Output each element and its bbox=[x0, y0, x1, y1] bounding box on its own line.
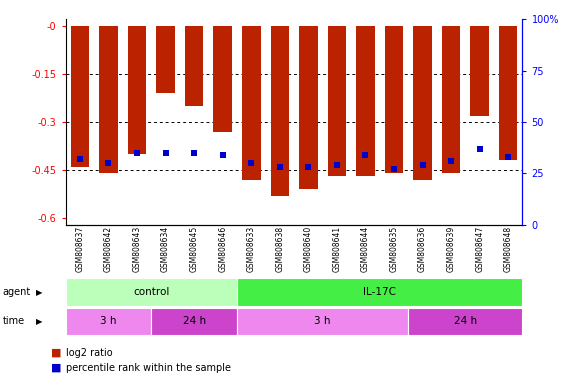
Text: ▶: ▶ bbox=[36, 288, 42, 297]
Bar bbox=[471, 26, 489, 116]
Text: ▶: ▶ bbox=[36, 317, 42, 326]
Point bbox=[75, 156, 85, 162]
Bar bbox=[356, 26, 375, 177]
Bar bbox=[128, 26, 146, 154]
Point bbox=[161, 150, 170, 156]
Text: log2 ratio: log2 ratio bbox=[66, 348, 112, 358]
Text: 3 h: 3 h bbox=[315, 316, 331, 326]
Point bbox=[190, 150, 199, 156]
Bar bbox=[214, 26, 232, 132]
Bar bbox=[442, 26, 460, 173]
Text: time: time bbox=[3, 316, 25, 326]
Bar bbox=[328, 26, 346, 177]
Bar bbox=[499, 26, 517, 161]
Text: control: control bbox=[133, 287, 170, 297]
Point bbox=[247, 160, 256, 166]
Bar bbox=[242, 26, 260, 180]
Text: percentile rank within the sample: percentile rank within the sample bbox=[66, 363, 231, 373]
Point bbox=[132, 150, 142, 156]
Text: ■: ■ bbox=[51, 348, 62, 358]
Text: ■: ■ bbox=[51, 363, 62, 373]
Text: IL-17C: IL-17C bbox=[363, 287, 396, 297]
Bar bbox=[185, 26, 203, 106]
Text: 3 h: 3 h bbox=[100, 316, 116, 326]
Text: 24 h: 24 h bbox=[454, 316, 477, 326]
Point bbox=[389, 166, 399, 172]
Bar bbox=[299, 26, 317, 189]
Bar bbox=[99, 26, 118, 173]
Point bbox=[304, 164, 313, 170]
Bar bbox=[271, 26, 289, 196]
Point bbox=[361, 152, 370, 158]
Bar bbox=[413, 26, 432, 180]
Point bbox=[218, 152, 227, 158]
Text: 24 h: 24 h bbox=[183, 316, 206, 326]
Point bbox=[475, 146, 484, 152]
Bar bbox=[156, 26, 175, 93]
Point bbox=[275, 164, 284, 170]
Point bbox=[104, 160, 113, 166]
Point bbox=[418, 162, 427, 168]
Point bbox=[447, 158, 456, 164]
Point bbox=[504, 154, 513, 160]
Text: agent: agent bbox=[3, 287, 31, 297]
Point bbox=[332, 162, 341, 168]
Bar bbox=[385, 26, 403, 173]
Bar bbox=[71, 26, 89, 167]
